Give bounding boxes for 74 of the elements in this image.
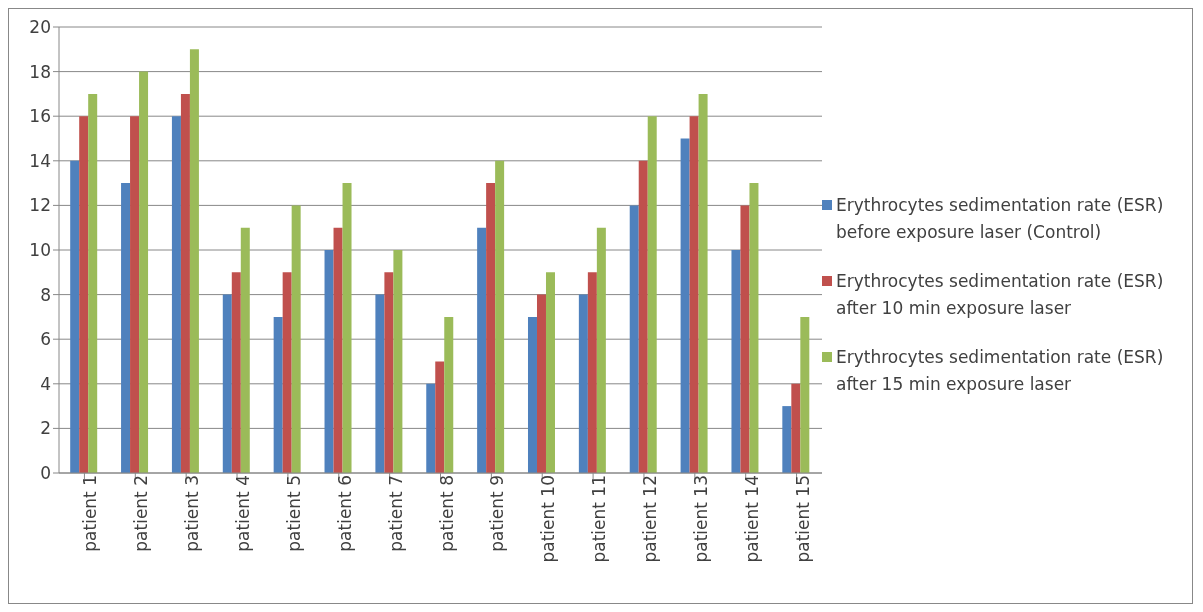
y-tick-label: 10	[29, 240, 51, 261]
bar	[273, 316, 283, 473]
x-tick-label: patient 15	[792, 475, 813, 563]
bar	[800, 316, 810, 473]
bar	[375, 294, 385, 473]
bar	[444, 316, 454, 473]
bar	[180, 93, 190, 473]
bar	[680, 138, 690, 473]
bar	[578, 294, 588, 473]
y-tick-label: 16	[29, 106, 51, 127]
bar	[189, 49, 199, 473]
bar	[731, 250, 741, 473]
y-tick-label: 2	[40, 418, 51, 439]
bar	[629, 205, 639, 473]
x-tick-label: patient 2	[131, 475, 152, 552]
legend-label: Erythrocytes sedimentation rate (ESR) before exposure laser (Control)	[836, 194, 1165, 244]
bar	[324, 250, 334, 473]
y-tick-label: 6	[40, 329, 51, 350]
bar	[426, 383, 436, 473]
legend-label: Erythrocytes sedimentation rate (ESR) after 10 min exposure laser	[836, 270, 1165, 320]
bar	[536, 294, 546, 473]
bar	[435, 361, 445, 473]
bar	[791, 383, 801, 473]
bar	[545, 272, 555, 473]
x-tick-label: patient 8	[436, 475, 457, 552]
bar	[171, 116, 181, 473]
bar	[638, 160, 648, 473]
x-tick-label: patient 13	[690, 475, 711, 563]
bar	[393, 250, 403, 473]
x-tick-label: patient 9	[487, 475, 508, 552]
bar	[139, 71, 149, 473]
bar	[231, 272, 241, 473]
bar	[527, 316, 537, 473]
bar	[647, 116, 657, 473]
bar	[749, 183, 759, 473]
bar	[79, 116, 89, 473]
bar	[689, 116, 699, 473]
x-tick-label: patient 5	[283, 475, 304, 552]
bar	[477, 227, 487, 473]
bar	[587, 272, 597, 473]
y-tick-label: 4	[40, 373, 51, 394]
bar	[698, 93, 708, 473]
y-tick-label: 8	[40, 284, 51, 305]
y-tick-label: 20	[29, 17, 51, 38]
bar	[495, 160, 505, 473]
y-tick-label: 18	[29, 61, 51, 82]
y-tick-label: 0	[40, 463, 51, 484]
bar	[486, 183, 496, 473]
legend-label: Erythrocytes sedimentation rate (ESR) after 15 min exposure laser	[836, 346, 1165, 396]
bar	[70, 160, 80, 473]
bar	[740, 205, 750, 473]
bar	[291, 205, 301, 473]
y-tick-label: 14	[29, 150, 51, 171]
x-tick-label: patient 14	[741, 475, 762, 563]
x-tick-label: patient 6	[334, 475, 355, 552]
bar	[282, 272, 292, 473]
bar	[342, 183, 352, 473]
bar	[130, 116, 140, 473]
bar	[222, 294, 232, 473]
x-tick-label: patient 10	[538, 475, 559, 563]
x-tick-label: patient 7	[385, 475, 406, 552]
x-tick-label: patient 1	[80, 475, 101, 552]
bar	[596, 227, 606, 473]
x-tick-label: patient 11	[589, 475, 610, 563]
bar	[88, 93, 98, 473]
x-tick-label: patient 4	[233, 475, 254, 552]
x-tick-label: patient 3	[182, 475, 203, 552]
x-tick-label: patient 12	[640, 475, 661, 563]
bar	[240, 227, 250, 473]
bar	[121, 183, 131, 473]
bar	[782, 406, 792, 473]
y-tick-label: 12	[29, 195, 51, 216]
bar	[384, 272, 394, 473]
bar	[333, 227, 343, 473]
